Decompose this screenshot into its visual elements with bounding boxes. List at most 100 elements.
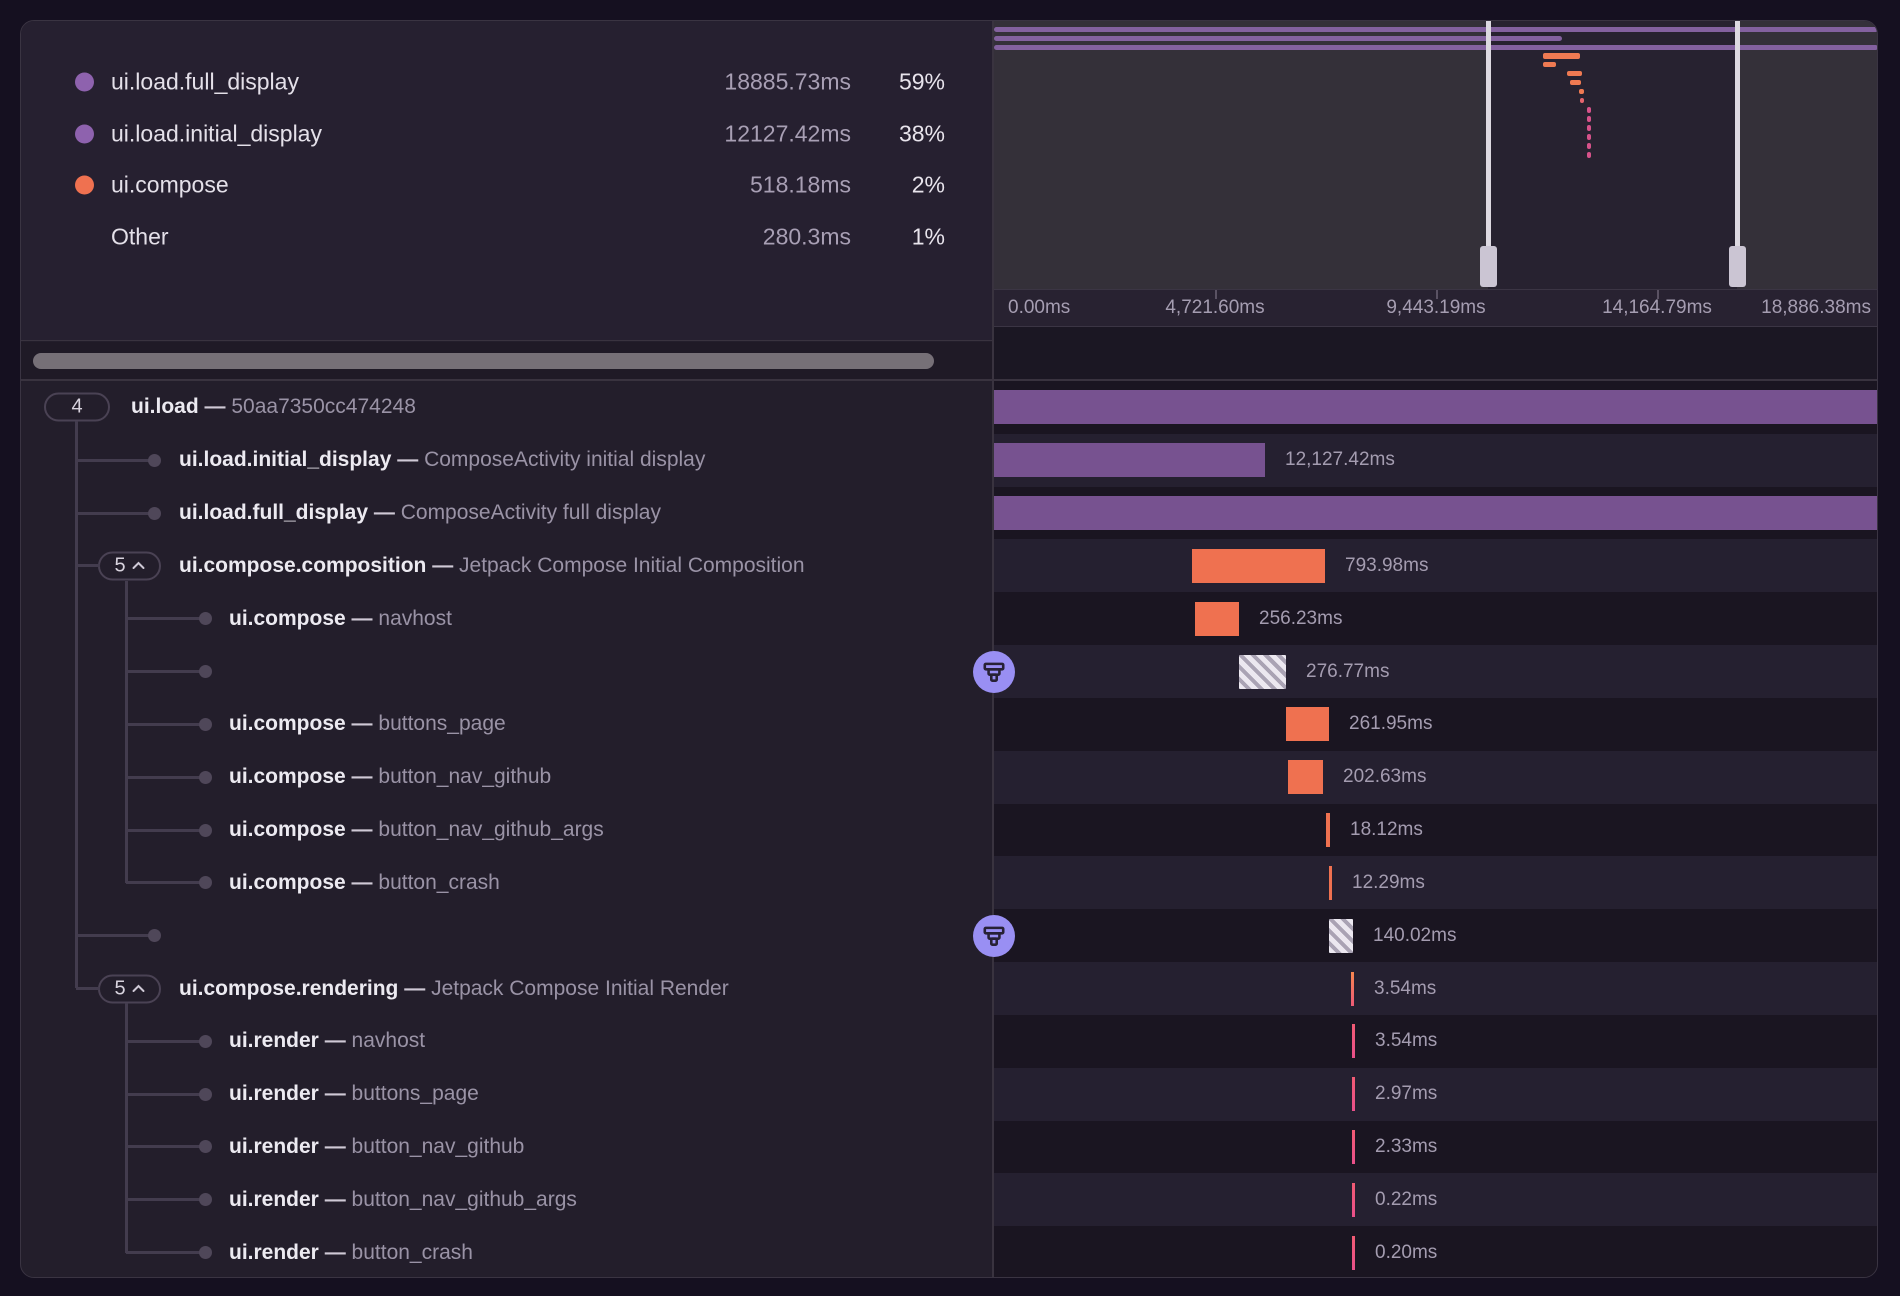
minimap-span-bar (1580, 98, 1584, 103)
span-separator: — (432, 553, 454, 577)
span-bar-cell[interactable]: 2.33ms (994, 1120, 1877, 1174)
span-bar[interactable] (1195, 601, 1239, 636)
span-bar-cell[interactable]: 12,127.42ms (994, 433, 1877, 487)
span-bar[interactable] (1286, 707, 1329, 742)
minimap-span-line (994, 36, 1562, 41)
span-bar-cell[interactable]: 18.12ms (994, 803, 1877, 857)
profile-flamechart-icon[interactable] (973, 914, 1015, 957)
span-bar[interactable] (1192, 548, 1325, 583)
trace-row[interactable]: ui.load — 50aa7350cc474248 4 (21, 381, 1877, 434)
span-bar[interactable] (1352, 1077, 1355, 1112)
span-bar[interactable] (994, 390, 1877, 425)
minimap-span-line (994, 27, 1877, 32)
span-op: ui.compose (229, 712, 346, 736)
span-bar[interactable] (1326, 813, 1330, 848)
viewport-scrubber-line[interactable] (1734, 21, 1740, 267)
trace-row[interactable]: ui.compose.rendering — Jetpack Compose I… (21, 962, 1877, 1015)
profile-flamechart-icon[interactable] (973, 650, 1015, 693)
trace-row[interactable]: ui.compose — button_nav_github_args 18.1… (21, 803, 1877, 857)
span-bar-cell[interactable]: 276.77ms (994, 645, 1877, 698)
viewport-scrubber-line[interactable] (1485, 21, 1491, 267)
span-bar-cell[interactable]: 12.29ms (994, 856, 1877, 910)
panel-divider[interactable] (992, 21, 994, 1277)
span-bar-cell[interactable]: 3.54ms (994, 962, 1877, 1015)
child-count-badge[interactable]: 5 (98, 551, 161, 581)
op-name-label: ui.load.full_display (111, 68, 299, 95)
horizontal-scrollbar-thumb[interactable] (33, 352, 934, 369)
span-tree-cell: ui.render — buttons_page (21, 1068, 994, 1121)
span-bar[interactable] (994, 443, 1265, 478)
span-bar-cell[interactable]: 202.63ms (994, 750, 1877, 804)
span-bar[interactable] (1239, 654, 1286, 689)
trace-row[interactable]: ui.compose — button_nav_github 202.63ms (21, 750, 1877, 804)
span-bar[interactable] (994, 496, 1877, 531)
minimap-dimmed-left (994, 21, 1488, 289)
span-bar[interactable] (1288, 760, 1323, 795)
span-bar-cell[interactable] (994, 381, 1877, 434)
axis-tick (1215, 290, 1217, 299)
span-title: ui.render — button_crash (229, 1241, 473, 1265)
trace-row[interactable]: ui.load.full_display — ComposeActivity f… (21, 486, 1877, 540)
span-tree-cell (21, 909, 994, 962)
trace-row[interactable]: 140.02ms (21, 909, 1877, 963)
span-bar-cell[interactable]: 140.02ms (994, 909, 1877, 963)
trace-row[interactable]: ui.render — button_nav_github_args 0.22m… (21, 1173, 1877, 1227)
span-bar-cell[interactable]: 3.54ms (994, 1014, 1877, 1068)
span-op: ui.compose (229, 818, 346, 842)
span-bar-cell[interactable]: 261.95ms (994, 697, 1877, 751)
span-description: buttons_page (351, 1082, 479, 1106)
span-duration-label: 256.23ms (1259, 607, 1343, 629)
span-bar[interactable] (1329, 918, 1353, 953)
flamechart-glyph (983, 662, 1005, 682)
trace-row[interactable]: ui.compose — buttons_page 261.95ms (21, 697, 1877, 751)
span-separator: — (397, 448, 419, 472)
trace-row[interactable]: ui.compose — button_crash 12.29ms (21, 856, 1877, 910)
span-separator: — (351, 606, 373, 630)
span-title: ui.load.full_display — ComposeActivity f… (179, 501, 661, 525)
span-tree-cell: ui.compose — button_nav_github_args (21, 804, 994, 857)
axis-tick-label: 0.00ms (1008, 297, 1071, 318)
span-bar-cell[interactable] (994, 486, 1877, 540)
trace-row[interactable]: ui.render — navhost 3.54ms (21, 1014, 1877, 1068)
viewport-scrubber-handle[interactable] (1479, 246, 1497, 287)
span-bar-cell[interactable]: 256.23ms (994, 592, 1877, 646)
span-op: ui.compose (229, 870, 346, 894)
trace-row[interactable]: 276.77ms (21, 645, 1877, 698)
span-bar[interactable] (1351, 971, 1354, 1006)
minimap-span-bar (1587, 134, 1591, 140)
span-bar[interactable] (1352, 1235, 1355, 1270)
span-bar-cell[interactable]: 2.97ms (994, 1067, 1877, 1121)
axis-lower-strip (994, 327, 1877, 379)
child-count-badge[interactable]: 5 (98, 974, 161, 1004)
trace-minimap[interactable] (994, 21, 1877, 289)
trace-row[interactable]: ui.load.initial_display — ComposeActivit… (21, 433, 1877, 487)
span-tree-cell: ui.compose — navhost (21, 592, 994, 645)
span-bar-cell[interactable]: 793.98ms (994, 539, 1877, 593)
span-duration-label: 793.98ms (1345, 554, 1429, 576)
span-title: ui.load — 50aa7350cc474248 (131, 395, 416, 419)
tree-horizontal-scrollbar (21, 342, 992, 379)
span-duration-label: 18.12ms (1350, 819, 1423, 841)
span-bar[interactable] (1352, 1024, 1355, 1059)
span-bar-cell[interactable]: 0.20ms (994, 1226, 1877, 1277)
child-count-badge[interactable]: 4 (44, 392, 110, 422)
span-separator: — (204, 395, 226, 419)
span-tree-cell: ui.compose.composition — Jetpack Compose… (21, 539, 994, 592)
minimap-span-bar (1587, 143, 1591, 149)
minimap-span-bar (1587, 125, 1591, 131)
trace-row[interactable]: ui.render — button_nav_github 2.33ms (21, 1120, 1877, 1174)
trace-row[interactable]: ui.render — button_crash 0.20ms (21, 1226, 1877, 1277)
axis-tick (1436, 290, 1438, 299)
trace-row[interactable]: ui.render — buttons_page 2.97ms (21, 1067, 1877, 1121)
header-divider (21, 379, 1877, 381)
span-description: button_crash (378, 870, 500, 894)
trace-row[interactable]: ui.compose.composition — Jetpack Compose… (21, 539, 1877, 593)
trace-row[interactable]: ui.compose — navhost 256.23ms (21, 592, 1877, 646)
span-bar[interactable] (1329, 865, 1332, 900)
span-bar[interactable] (1352, 1130, 1355, 1164)
viewport-scrubber-handle[interactable] (1728, 246, 1746, 287)
minimap-span-bar (1587, 152, 1591, 158)
span-bar-cell[interactable]: 0.22ms (994, 1173, 1877, 1227)
span-bar[interactable] (1352, 1182, 1355, 1217)
span-duration-label: 2.33ms (1375, 1136, 1438, 1157)
